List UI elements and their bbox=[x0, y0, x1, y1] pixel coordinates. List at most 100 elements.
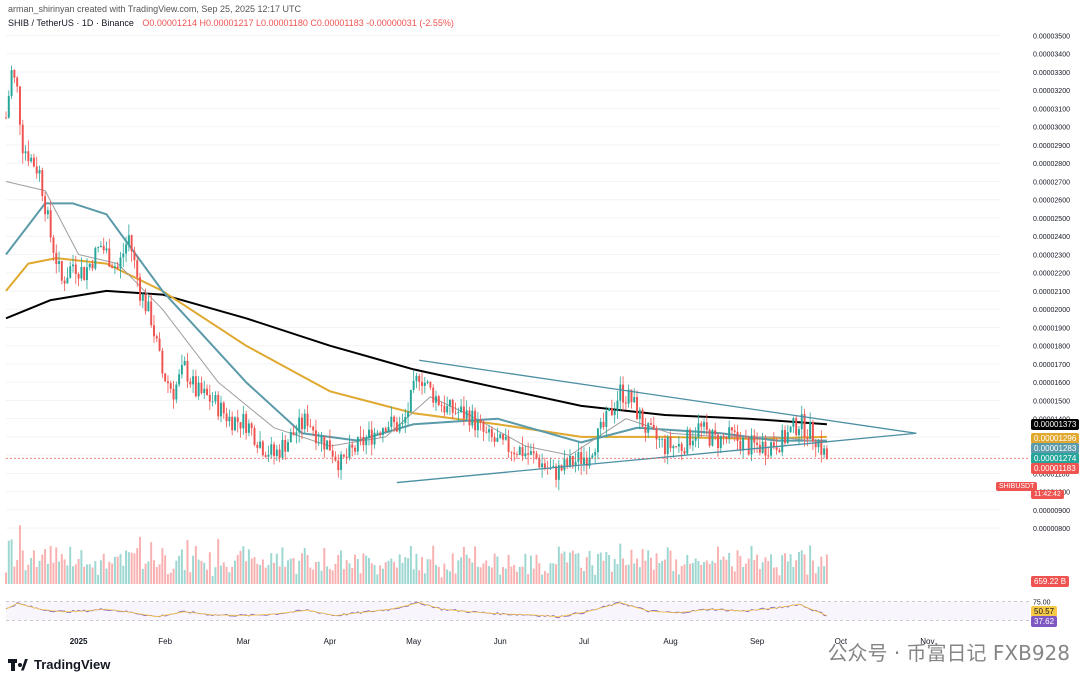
candle-body bbox=[594, 452, 597, 456]
price-tag: 0.00001296 bbox=[1031, 432, 1080, 444]
volume-bar bbox=[658, 563, 661, 584]
volume-bar bbox=[395, 567, 398, 584]
candle-body bbox=[359, 436, 362, 438]
volume-bar bbox=[16, 560, 19, 584]
symbol-name[interactable]: SHIB / TetherUS · 1D · Binance bbox=[8, 18, 134, 28]
trendline-lower bbox=[396, 432, 917, 484]
price-tag: 0.00001373 bbox=[1031, 418, 1080, 430]
candle-body bbox=[781, 430, 784, 453]
candle-body bbox=[669, 437, 672, 449]
volume-bar bbox=[169, 572, 172, 584]
candle-body bbox=[231, 416, 234, 431]
candle-body bbox=[602, 421, 605, 428]
candle-body bbox=[770, 442, 773, 456]
candle-body bbox=[225, 413, 228, 422]
candle-body bbox=[599, 421, 602, 429]
volume-bar bbox=[147, 561, 150, 584]
volume-bar bbox=[661, 560, 664, 584]
candle-body bbox=[264, 455, 267, 457]
volume-bar bbox=[700, 564, 703, 584]
volume-bar bbox=[337, 554, 340, 584]
candle-body bbox=[21, 124, 24, 154]
volume-bar bbox=[362, 553, 365, 584]
candle-body bbox=[541, 463, 544, 468]
candle-body bbox=[820, 440, 823, 455]
volume-bar bbox=[303, 547, 306, 584]
candle-body bbox=[261, 441, 264, 456]
candle-body bbox=[186, 360, 189, 382]
triangle-trendlines[interactable] bbox=[6, 359, 1030, 484]
volume-bar bbox=[99, 560, 102, 584]
volume-bar bbox=[421, 557, 424, 584]
volume-bar bbox=[289, 558, 292, 584]
candle-body bbox=[409, 389, 412, 412]
volume-bar bbox=[345, 560, 348, 584]
candle-body bbox=[351, 444, 354, 448]
volume-bar bbox=[633, 563, 636, 584]
time-tick-label: Jul bbox=[579, 637, 589, 646]
volume-bar bbox=[753, 560, 756, 584]
candle-body bbox=[446, 406, 449, 413]
volume-bar bbox=[83, 566, 86, 584]
volume-bar bbox=[437, 566, 440, 584]
volume-bar bbox=[552, 563, 555, 584]
candle-body bbox=[725, 437, 728, 439]
candle-body bbox=[739, 440, 742, 451]
volume-bar bbox=[446, 569, 449, 584]
volume-bar bbox=[666, 547, 669, 584]
price-tick-label: 0.00003400 bbox=[1033, 52, 1070, 59]
volume-bar bbox=[373, 565, 376, 584]
candle-body bbox=[35, 166, 38, 174]
candle-body bbox=[432, 387, 435, 403]
candle-body bbox=[342, 454, 345, 457]
candle-body bbox=[373, 432, 376, 445]
candle-body bbox=[32, 157, 35, 167]
volume-bar bbox=[650, 557, 652, 584]
volume-bar bbox=[499, 574, 502, 584]
candle-body bbox=[571, 455, 574, 467]
volume-bar bbox=[242, 546, 245, 584]
candle-body bbox=[661, 438, 664, 440]
candle-body bbox=[797, 429, 800, 436]
volume-bar bbox=[60, 554, 63, 584]
volume-bar bbox=[69, 546, 72, 584]
candle-body bbox=[736, 431, 739, 441]
volume-bar bbox=[471, 562, 474, 584]
candle-body bbox=[778, 450, 781, 453]
volume-bar bbox=[443, 563, 446, 584]
volume-pane bbox=[5, 525, 828, 584]
candle-body bbox=[569, 455, 571, 467]
candle-body bbox=[320, 436, 323, 443]
volume-bar bbox=[432, 545, 435, 584]
volume-bar bbox=[758, 569, 761, 584]
volume-bar bbox=[781, 555, 784, 584]
candle-body bbox=[253, 428, 256, 445]
candle-body bbox=[52, 237, 55, 253]
volume-bar bbox=[38, 560, 41, 584]
candle-body bbox=[719, 435, 722, 449]
candle-body bbox=[245, 414, 248, 433]
candle-body bbox=[518, 447, 521, 455]
candle-body bbox=[192, 376, 195, 385]
candle-body bbox=[421, 381, 424, 386]
volume-bar bbox=[46, 563, 49, 584]
tradingview-logo[interactable]: TradingView bbox=[8, 657, 110, 672]
volume-bar bbox=[44, 549, 47, 584]
price-tick-label: 0.00001800 bbox=[1033, 344, 1070, 351]
volume-bar bbox=[423, 573, 426, 584]
price-tick-label: 0.00001500 bbox=[1033, 398, 1070, 405]
candle-body bbox=[580, 452, 583, 465]
price-tick-label: 0.00002900 bbox=[1033, 143, 1070, 150]
candle-body bbox=[560, 465, 563, 471]
time-tick-label: Nov bbox=[920, 637, 934, 646]
candle-body bbox=[608, 407, 611, 411]
volume-bar bbox=[663, 559, 666, 584]
volume-bar bbox=[468, 558, 471, 584]
candle-body bbox=[58, 261, 61, 265]
time-axis[interactable]: 2025 Feb Mar Apr May Jun Jul Aug Sep Oct Nov bbox=[70, 637, 935, 646]
time-tick-label: Mar bbox=[236, 637, 250, 646]
candle-body bbox=[208, 394, 211, 402]
volume-bar bbox=[192, 555, 195, 584]
candle-body bbox=[823, 448, 826, 455]
